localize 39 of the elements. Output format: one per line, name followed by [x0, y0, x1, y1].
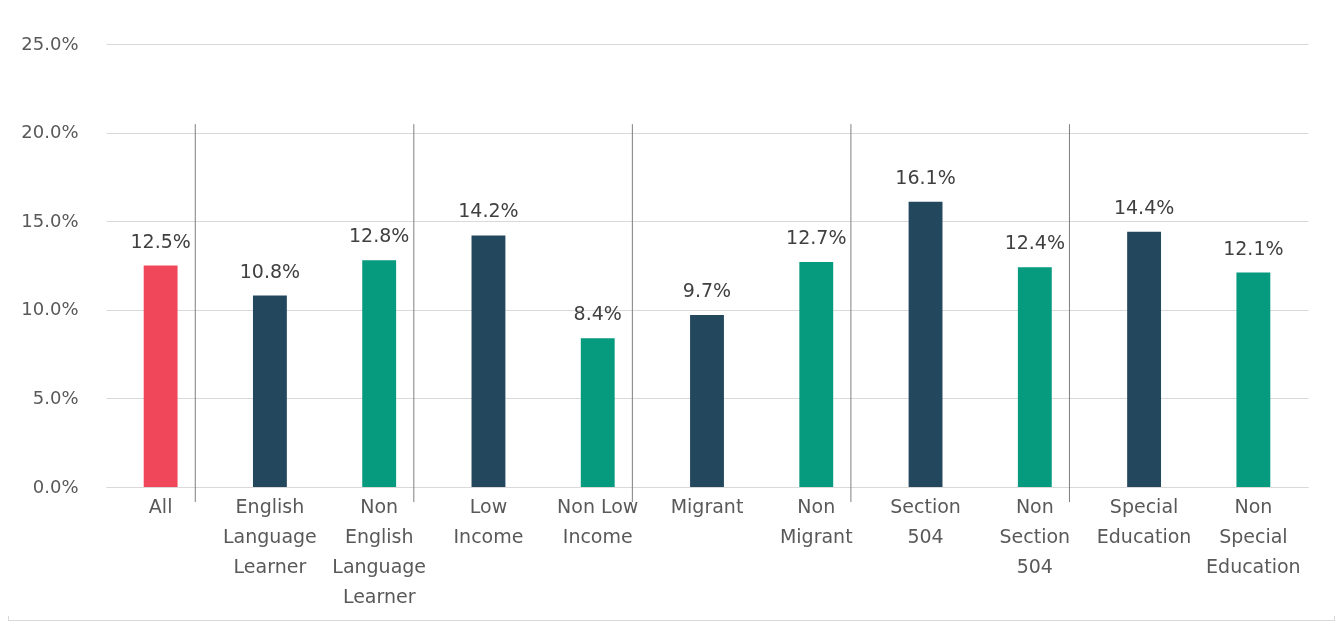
- bar: [1017, 267, 1052, 487]
- bar: [690, 315, 724, 487]
- x-tick-label: Non Special Education: [1206, 494, 1301, 577]
- data-label: 10.8%: [239, 259, 301, 282]
- x-tick-label: Non Low Income: [557, 494, 639, 547]
- x-tick-label: English Language Learner: [223, 494, 317, 577]
- data-label: 12.4%: [1004, 231, 1065, 254]
- bar: [471, 235, 506, 487]
- x-tick-label: Non English Language Learner: [332, 494, 427, 607]
- y-tick-label: 15.0%: [21, 209, 79, 231]
- bar: [252, 295, 287, 487]
- y-tick-label: 20.0%: [21, 121, 79, 143]
- y-tick-label: 5.0%: [32, 386, 79, 408]
- data-label: 14.2%: [458, 199, 519, 222]
- y-tick-label: 10.0%: [21, 298, 79, 320]
- x-tick-label: Non Migrant: [779, 494, 853, 547]
- x-tick-label: Special Education: [1096, 494, 1192, 547]
- bar: [362, 260, 397, 487]
- x-tick-label: Low Income: [453, 494, 524, 547]
- data-label: 8.4%: [573, 302, 622, 325]
- y-tick-label: 0.0%: [32, 475, 79, 497]
- x-tick-label: Non Section 504: [999, 494, 1071, 577]
- data-label: 12.1%: [1223, 236, 1284, 259]
- bar: [1236, 272, 1271, 487]
- x-tick-label: Section 504: [890, 494, 961, 547]
- data-label: 14.4%: [1113, 195, 1175, 218]
- bar: [143, 265, 178, 487]
- data-label: 9.7%: [682, 279, 732, 302]
- data-label: 16.1%: [895, 165, 956, 188]
- data-label: 12.8%: [349, 224, 410, 247]
- x-tick-label: Migrant: [670, 494, 744, 517]
- bar: [1127, 231, 1162, 487]
- bar: [908, 201, 943, 487]
- x-tick-label: All: [148, 494, 173, 517]
- data-label: 12.7%: [786, 225, 847, 248]
- bar: [580, 338, 615, 487]
- data-label: 12.5%: [130, 229, 191, 252]
- bar: [799, 261, 834, 487]
- y-tick-label: 25.0%: [21, 32, 79, 54]
